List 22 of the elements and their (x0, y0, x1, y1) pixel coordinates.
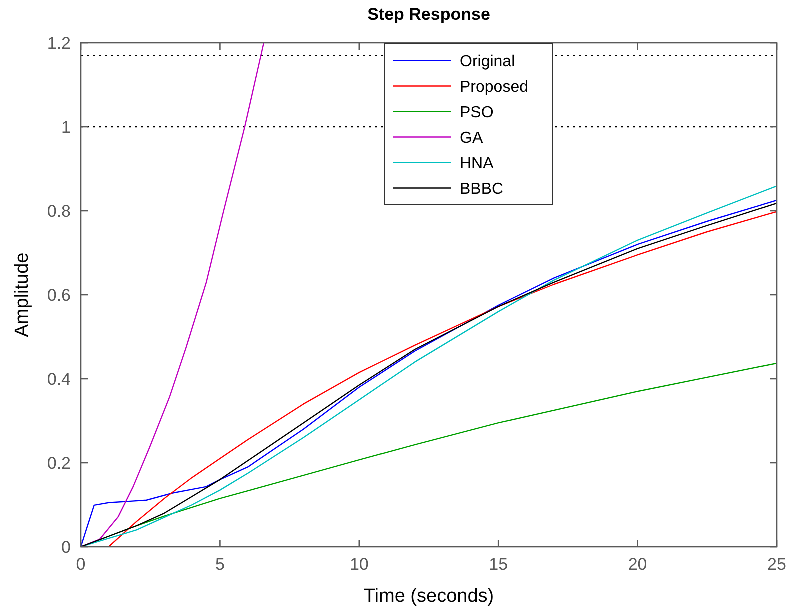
y-tick-label: 0.6 (47, 286, 71, 305)
y-tick-label: 1 (62, 118, 71, 137)
x-tick-label: 15 (489, 555, 508, 574)
y-tick-label: 0 (62, 538, 71, 557)
y-tick-label: 0.4 (47, 370, 71, 389)
y-tick-label: 1.2 (47, 34, 71, 53)
legend-label: PSO (460, 104, 494, 122)
legend-label: Original (460, 53, 516, 70)
x-tick-label: 25 (768, 555, 786, 574)
x-tick-label: 0 (76, 555, 86, 574)
x-tick-label: 10 (350, 555, 369, 574)
x-axis-title: Time (seconds) (364, 586, 494, 606)
y-tick-label: 0.2 (47, 454, 71, 473)
legend-label: GA (460, 130, 484, 147)
y-axis-title: Amplitude (12, 252, 33, 338)
x-tick-label: 20 (628, 555, 648, 574)
x-tick-label: 5 (215, 555, 225, 574)
y-tick-label: 0.8 (47, 202, 71, 221)
chart-title: Step Response (368, 5, 490, 24)
legend-label: HNA (460, 155, 494, 172)
legend-label: BBBC (460, 180, 504, 198)
legend-label: Proposed (460, 78, 528, 96)
